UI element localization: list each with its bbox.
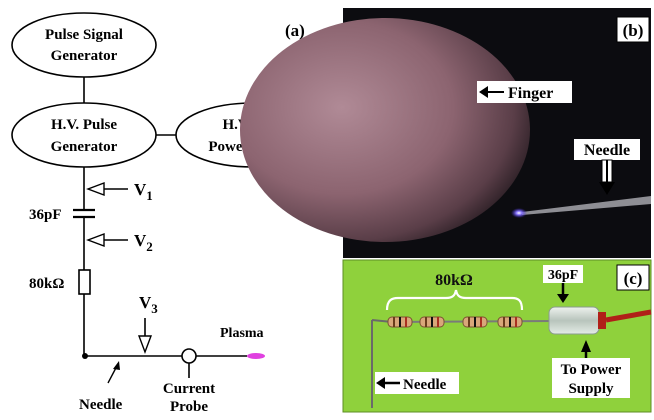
panel-b-label-box	[616, 16, 650, 43]
power-supply-label-line1: To Power	[561, 362, 622, 378]
needle-b-arrow-head	[599, 182, 615, 195]
v2-label: V2	[134, 231, 153, 254]
finger-image	[240, 18, 530, 242]
hv-pulse-generator-line1: H.V. Pulse	[51, 117, 117, 133]
needle-label: Needle	[79, 397, 123, 413]
capacitor-c-image	[548, 306, 652, 335]
panel-a-label: (a)	[285, 21, 305, 40]
capacitor-c-arrow-head	[557, 294, 569, 303]
resistor-c-label: 80kΩ	[435, 272, 473, 289]
power-supply-label-line2: Supply	[568, 381, 614, 397]
v3-label: V3	[139, 293, 158, 316]
panel-c-label: (c)	[624, 269, 643, 288]
pulse-signal-generator-line2: Generator	[51, 48, 118, 64]
plasma-label: Plasma	[220, 326, 264, 341]
needle-c-arrow-head	[376, 377, 385, 389]
power-supply-label-box	[552, 358, 630, 398]
hv-pulse-generator: H.V. Pulse Generator	[11, 102, 157, 168]
panel-c-label-box	[616, 264, 650, 291]
v1-label: V1	[134, 180, 153, 203]
pulse-signal-generator: Pulse Signal Generator	[11, 12, 157, 78]
needle-pointer-head	[113, 361, 120, 370]
needle-c-label-box	[375, 372, 459, 394]
pulse-signal-generator-line1: Pulse Signal	[45, 27, 123, 43]
resistor-symbol	[78, 269, 91, 295]
capacitor-c-label-box	[543, 265, 583, 283]
needle-c-label: Needle	[403, 377, 447, 393]
resistor-brace	[385, 289, 524, 311]
current-probe-label-line1: Current	[163, 381, 215, 397]
panel-b: (b) Finger Needle	[240, 8, 651, 258]
resistor-chain-image	[387, 316, 556, 328]
capacitor-label: 36pF	[29, 207, 62, 223]
resistor-label: 80kΩ	[29, 276, 64, 292]
panel-c: (c) 80kΩ 36pF	[342, 259, 652, 413]
capacitor-symbol	[73, 208, 95, 219]
needle-b-label: Needle	[584, 142, 630, 159]
finger-label: Finger	[508, 85, 553, 102]
v3-probe: V3	[137, 293, 158, 354]
power-supply-arrow-head	[581, 340, 591, 352]
needle-image	[522, 196, 651, 215]
panel-b-label: (b)	[623, 21, 644, 40]
capacitor-c-label: 36pF	[548, 268, 578, 283]
discharge-arc	[511, 208, 527, 218]
current-probe-label-line2: Probe	[170, 399, 208, 415]
needle-b-label-box	[574, 139, 640, 160]
finger-label-box	[477, 81, 572, 103]
current-probe-symbol	[181, 348, 197, 378]
v1-probe: V1	[86, 180, 153, 203]
v2-probe: V2	[86, 231, 153, 254]
hv-pulse-generator-line2: Generator	[51, 139, 118, 155]
finger-arrow-head	[479, 86, 488, 98]
plasma-glow	[247, 353, 265, 359]
